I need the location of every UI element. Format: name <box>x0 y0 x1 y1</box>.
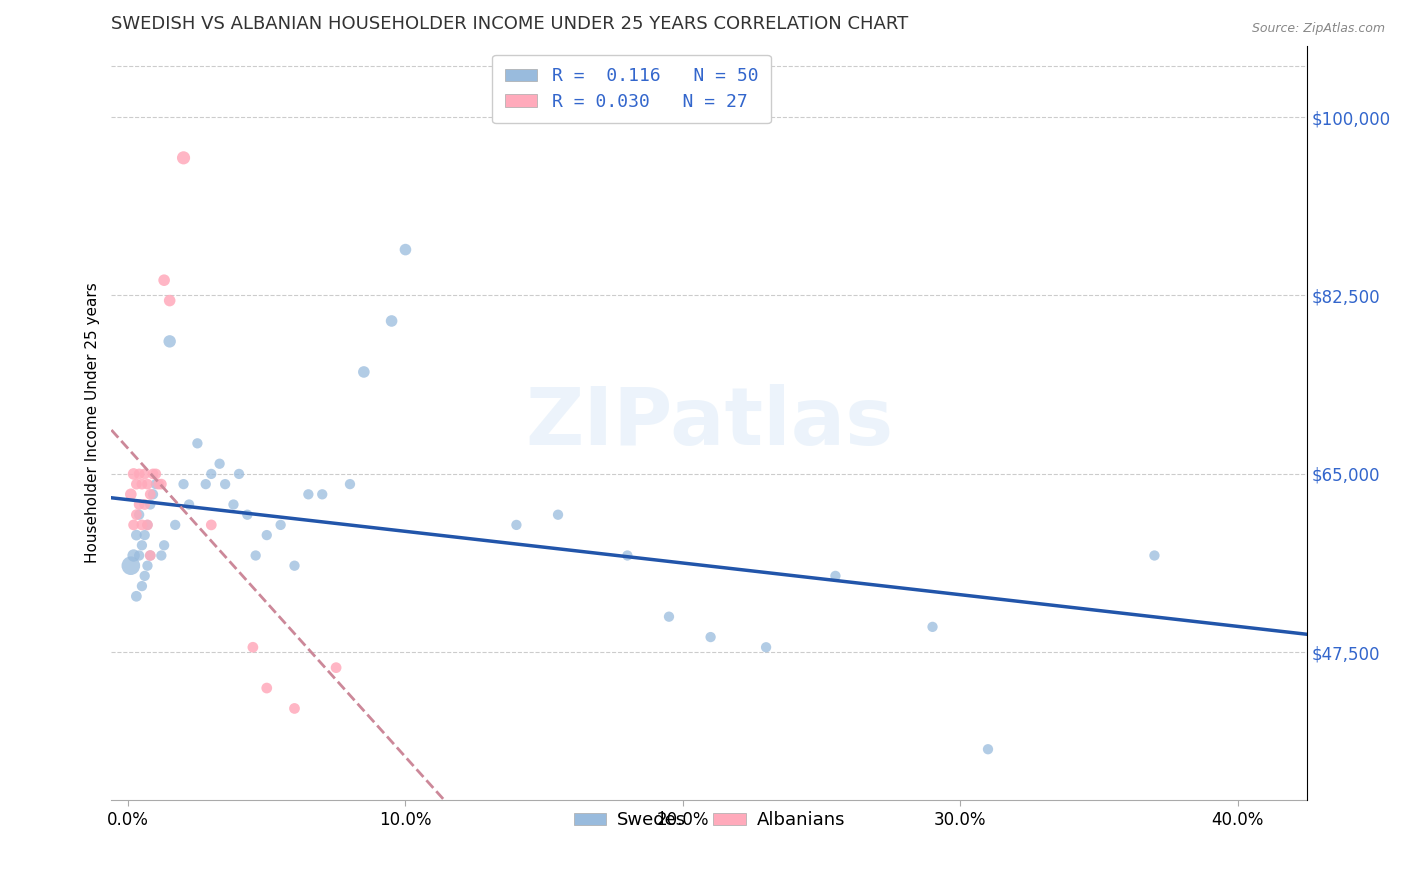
Point <box>136 477 159 491</box>
Point <box>283 701 305 715</box>
Point <box>186 436 208 450</box>
Point <box>134 569 156 583</box>
Point <box>194 477 217 491</box>
Text: SWEDISH VS ALBANIAN HOUSEHOLDER INCOME UNDER 25 YEARS CORRELATION CHART: SWEDISH VS ALBANIAN HOUSEHOLDER INCOME U… <box>111 15 908 33</box>
Point <box>824 569 846 583</box>
Point <box>139 487 162 501</box>
Point <box>283 558 305 573</box>
Point <box>200 467 222 481</box>
Point <box>208 457 231 471</box>
Point <box>125 477 148 491</box>
Point <box>242 640 264 655</box>
Point <box>142 467 165 481</box>
Point <box>128 508 150 522</box>
Point <box>128 549 150 563</box>
Point <box>125 508 148 522</box>
Point <box>921 620 943 634</box>
Text: ZIPatlas: ZIPatlas <box>524 384 893 462</box>
Point <box>139 498 162 512</box>
Point <box>325 660 347 674</box>
Point <box>122 517 145 532</box>
Y-axis label: Householder Income Under 25 years: Householder Income Under 25 years <box>86 283 100 564</box>
Point <box>1143 549 1166 563</box>
Point <box>128 498 150 512</box>
Point <box>222 498 245 512</box>
Point <box>122 549 145 563</box>
Point <box>134 467 156 481</box>
Point <box>145 467 167 481</box>
Point <box>381 314 404 328</box>
Point <box>148 477 170 491</box>
Point <box>145 477 167 491</box>
Point <box>131 579 153 593</box>
Point <box>125 589 148 603</box>
Point <box>270 517 292 532</box>
Point <box>125 528 148 542</box>
Point <box>159 293 181 308</box>
Point <box>245 549 267 563</box>
Point <box>353 365 375 379</box>
Point <box>214 477 236 491</box>
Point <box>547 508 569 522</box>
Point <box>122 467 145 481</box>
Point <box>658 609 681 624</box>
Point <box>134 528 156 542</box>
Point <box>173 477 195 491</box>
Point <box>139 549 162 563</box>
Point <box>131 517 153 532</box>
Point <box>136 517 159 532</box>
Point <box>128 467 150 481</box>
Point <box>136 517 159 532</box>
Point <box>177 498 200 512</box>
Point <box>256 681 278 695</box>
Point <box>200 517 222 532</box>
Point <box>297 487 319 501</box>
Point <box>131 477 153 491</box>
Point <box>120 487 142 501</box>
Point <box>142 487 165 501</box>
Legend: Swedes, Albanians: Swedes, Albanians <box>567 804 852 837</box>
Point <box>120 558 142 573</box>
Point <box>616 549 638 563</box>
Point <box>339 477 361 491</box>
Point <box>136 558 159 573</box>
Point <box>977 742 1000 756</box>
Point <box>311 487 333 501</box>
Point <box>150 549 173 563</box>
Point <box>153 273 176 287</box>
Point <box>153 538 176 552</box>
Point <box>394 243 416 257</box>
Point <box>165 517 187 532</box>
Point <box>134 498 156 512</box>
Point <box>236 508 259 522</box>
Point <box>139 549 162 563</box>
Point <box>131 538 153 552</box>
Point <box>755 640 778 655</box>
Point <box>159 334 181 349</box>
Point <box>228 467 250 481</box>
Point <box>699 630 721 644</box>
Point <box>256 528 278 542</box>
Text: Source: ZipAtlas.com: Source: ZipAtlas.com <box>1251 22 1385 36</box>
Point <box>150 477 173 491</box>
Point <box>173 151 195 165</box>
Point <box>505 517 527 532</box>
